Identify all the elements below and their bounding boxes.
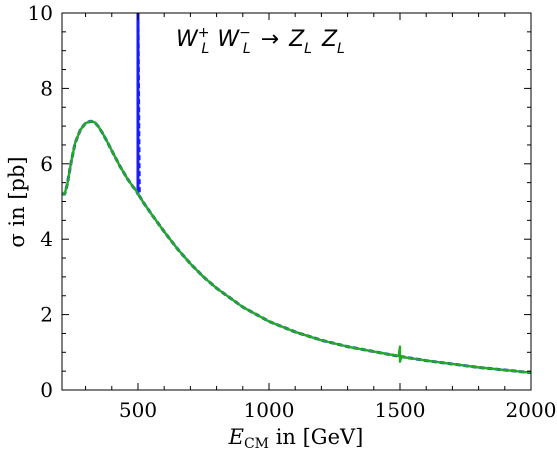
y-tick-label-10: 10 — [28, 1, 53, 25]
y-tick-label-4: 4 — [40, 227, 53, 251]
chart-title: W+ L W− L → ZL ZL — [176, 25, 345, 57]
ticks-layer — [62, 12, 532, 391]
y-tick-label-2: 2 — [40, 303, 53, 327]
y-axis-label: σ in [pb] — [5, 156, 29, 247]
tick-labels-layer: 500 1000 1500 2000 0 2 4 6 8 10 — [28, 1, 557, 422]
series-layer — [62, 13, 531, 375]
y-tick-label-8: 8 — [40, 76, 53, 100]
title-w1: W — [176, 27, 199, 52]
y-tick-label-6: 6 — [40, 152, 53, 176]
title-z1: Z — [288, 27, 305, 52]
x-tick-label-1000: 1000 — [244, 398, 295, 422]
x-axis-label: ECM in [GeV] — [228, 425, 364, 452]
x-axis-label-sub: CM — [244, 436, 269, 452]
series-line-0 — [62, 13, 531, 375]
title-w2-sub: L — [243, 41, 251, 57]
series-line-1 — [62, 120, 531, 374]
title-z1-sub: L — [304, 41, 312, 57]
x-axis-label-main: E — [228, 425, 244, 449]
x-tick-label-1500: 1500 — [375, 398, 426, 422]
x-tick-label-500: 500 — [119, 398, 157, 422]
title-z2-sub: L — [337, 41, 345, 57]
x-tick-label-2000: 2000 — [506, 398, 557, 422]
title-w2: W — [217, 27, 240, 52]
title-z2: Z — [321, 27, 338, 52]
title-w2-sup: − — [239, 25, 251, 41]
series-path-1 — [62, 120, 531, 374]
x-axis-label-rest: in [GeV] — [269, 425, 363, 449]
series-path-0 — [62, 13, 531, 375]
title-w1-sup: + — [198, 25, 210, 41]
y-tick-label-0: 0 — [40, 378, 53, 402]
title-w1-sub: L — [202, 41, 210, 57]
title-arrow: → — [261, 27, 279, 52]
